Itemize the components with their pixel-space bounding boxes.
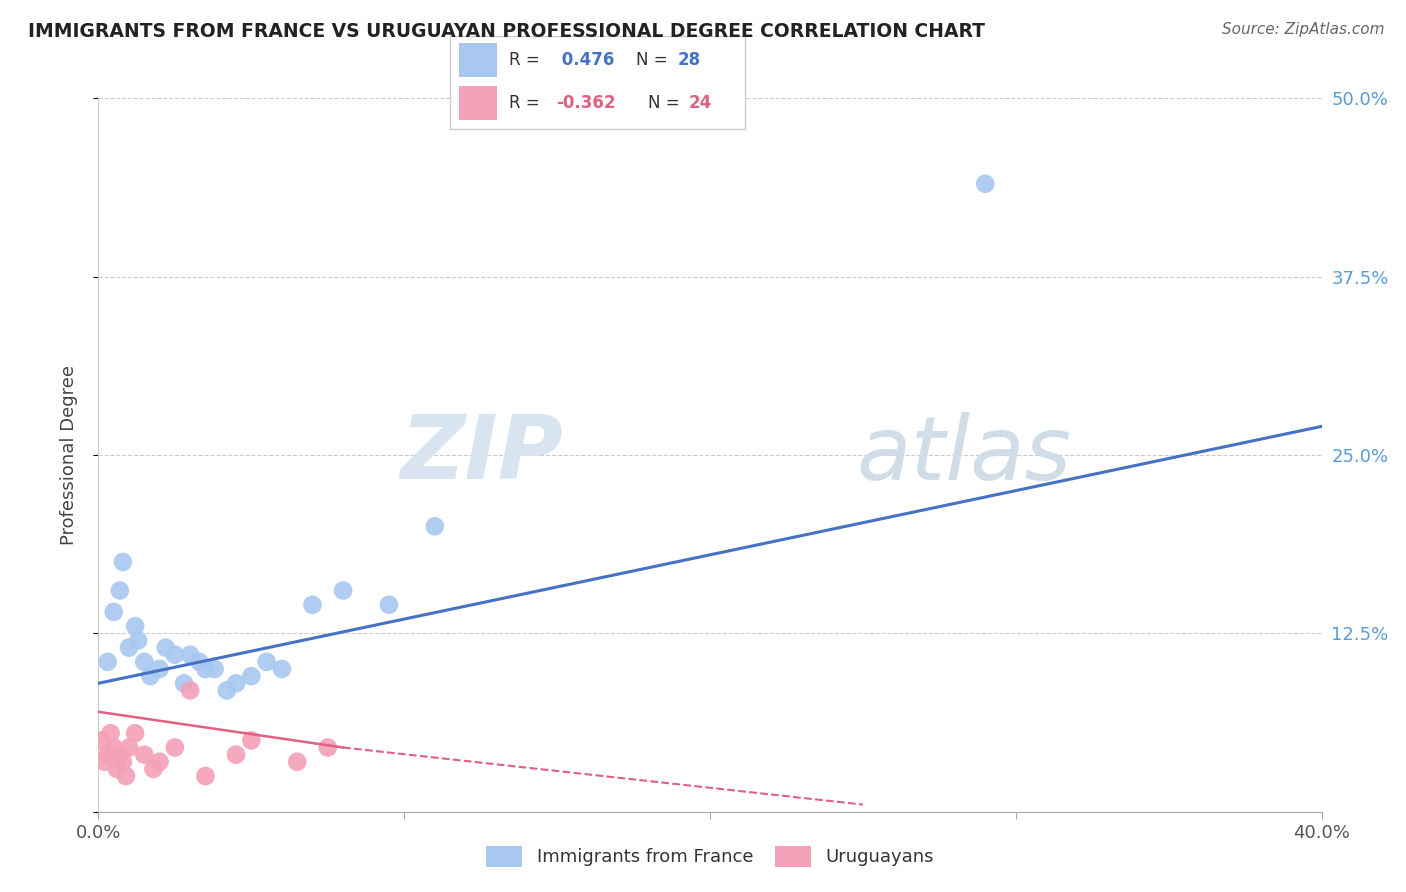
Point xyxy=(108,583,131,598)
Y-axis label: Professional Degree: Professional Degree xyxy=(59,365,77,545)
Point xyxy=(256,655,278,669)
Point xyxy=(142,762,165,776)
Point xyxy=(240,669,263,683)
Point xyxy=(285,755,308,769)
Point xyxy=(100,726,122,740)
Point xyxy=(225,676,247,690)
Text: ZIP: ZIP xyxy=(401,411,564,499)
Point xyxy=(149,662,172,676)
Point xyxy=(179,648,201,662)
Point xyxy=(97,747,120,762)
Text: R =: R = xyxy=(509,94,546,112)
Point xyxy=(194,662,217,676)
Point xyxy=(188,655,211,669)
Point xyxy=(93,755,115,769)
Text: N =: N = xyxy=(636,51,673,69)
Legend: Immigrants from France, Uruguayans: Immigrants from France, Uruguayans xyxy=(479,838,941,874)
Point xyxy=(173,676,195,690)
Point xyxy=(378,598,401,612)
Point xyxy=(163,648,186,662)
Text: atlas: atlas xyxy=(856,412,1071,498)
Point xyxy=(225,747,247,762)
Point xyxy=(974,177,997,191)
Point xyxy=(332,583,354,598)
Point xyxy=(139,669,162,683)
Point xyxy=(149,755,172,769)
Point xyxy=(103,740,125,755)
Point xyxy=(105,762,128,776)
Point xyxy=(179,683,201,698)
Point xyxy=(124,726,146,740)
Text: R =: R = xyxy=(509,51,546,69)
Point xyxy=(240,733,263,747)
Text: IMMIGRANTS FROM FRANCE VS URUGUAYAN PROFESSIONAL DEGREE CORRELATION CHART: IMMIGRANTS FROM FRANCE VS URUGUAYAN PROF… xyxy=(28,22,986,41)
Point xyxy=(134,747,156,762)
Bar xyxy=(458,43,498,77)
Text: 0.476: 0.476 xyxy=(557,51,614,69)
Point xyxy=(194,769,217,783)
Point xyxy=(97,655,120,669)
Text: 24: 24 xyxy=(689,94,713,112)
Point xyxy=(215,683,238,698)
Point xyxy=(423,519,446,533)
Point xyxy=(124,619,146,633)
Point xyxy=(301,598,323,612)
Point xyxy=(118,640,141,655)
Text: N =: N = xyxy=(648,94,685,112)
Point xyxy=(118,740,141,755)
Text: Source: ZipAtlas.com: Source: ZipAtlas.com xyxy=(1222,22,1385,37)
Point xyxy=(134,655,156,669)
Point xyxy=(163,740,186,755)
Point xyxy=(111,555,134,569)
Point xyxy=(90,733,112,747)
Text: -0.362: -0.362 xyxy=(557,94,616,112)
Point xyxy=(270,662,294,676)
Point xyxy=(103,605,125,619)
Point xyxy=(127,633,149,648)
Point xyxy=(155,640,177,655)
Point xyxy=(316,740,339,755)
Point xyxy=(115,769,138,783)
Point xyxy=(111,755,134,769)
Bar xyxy=(458,87,498,120)
Point xyxy=(108,747,131,762)
Text: 28: 28 xyxy=(678,51,700,69)
Point xyxy=(204,662,226,676)
